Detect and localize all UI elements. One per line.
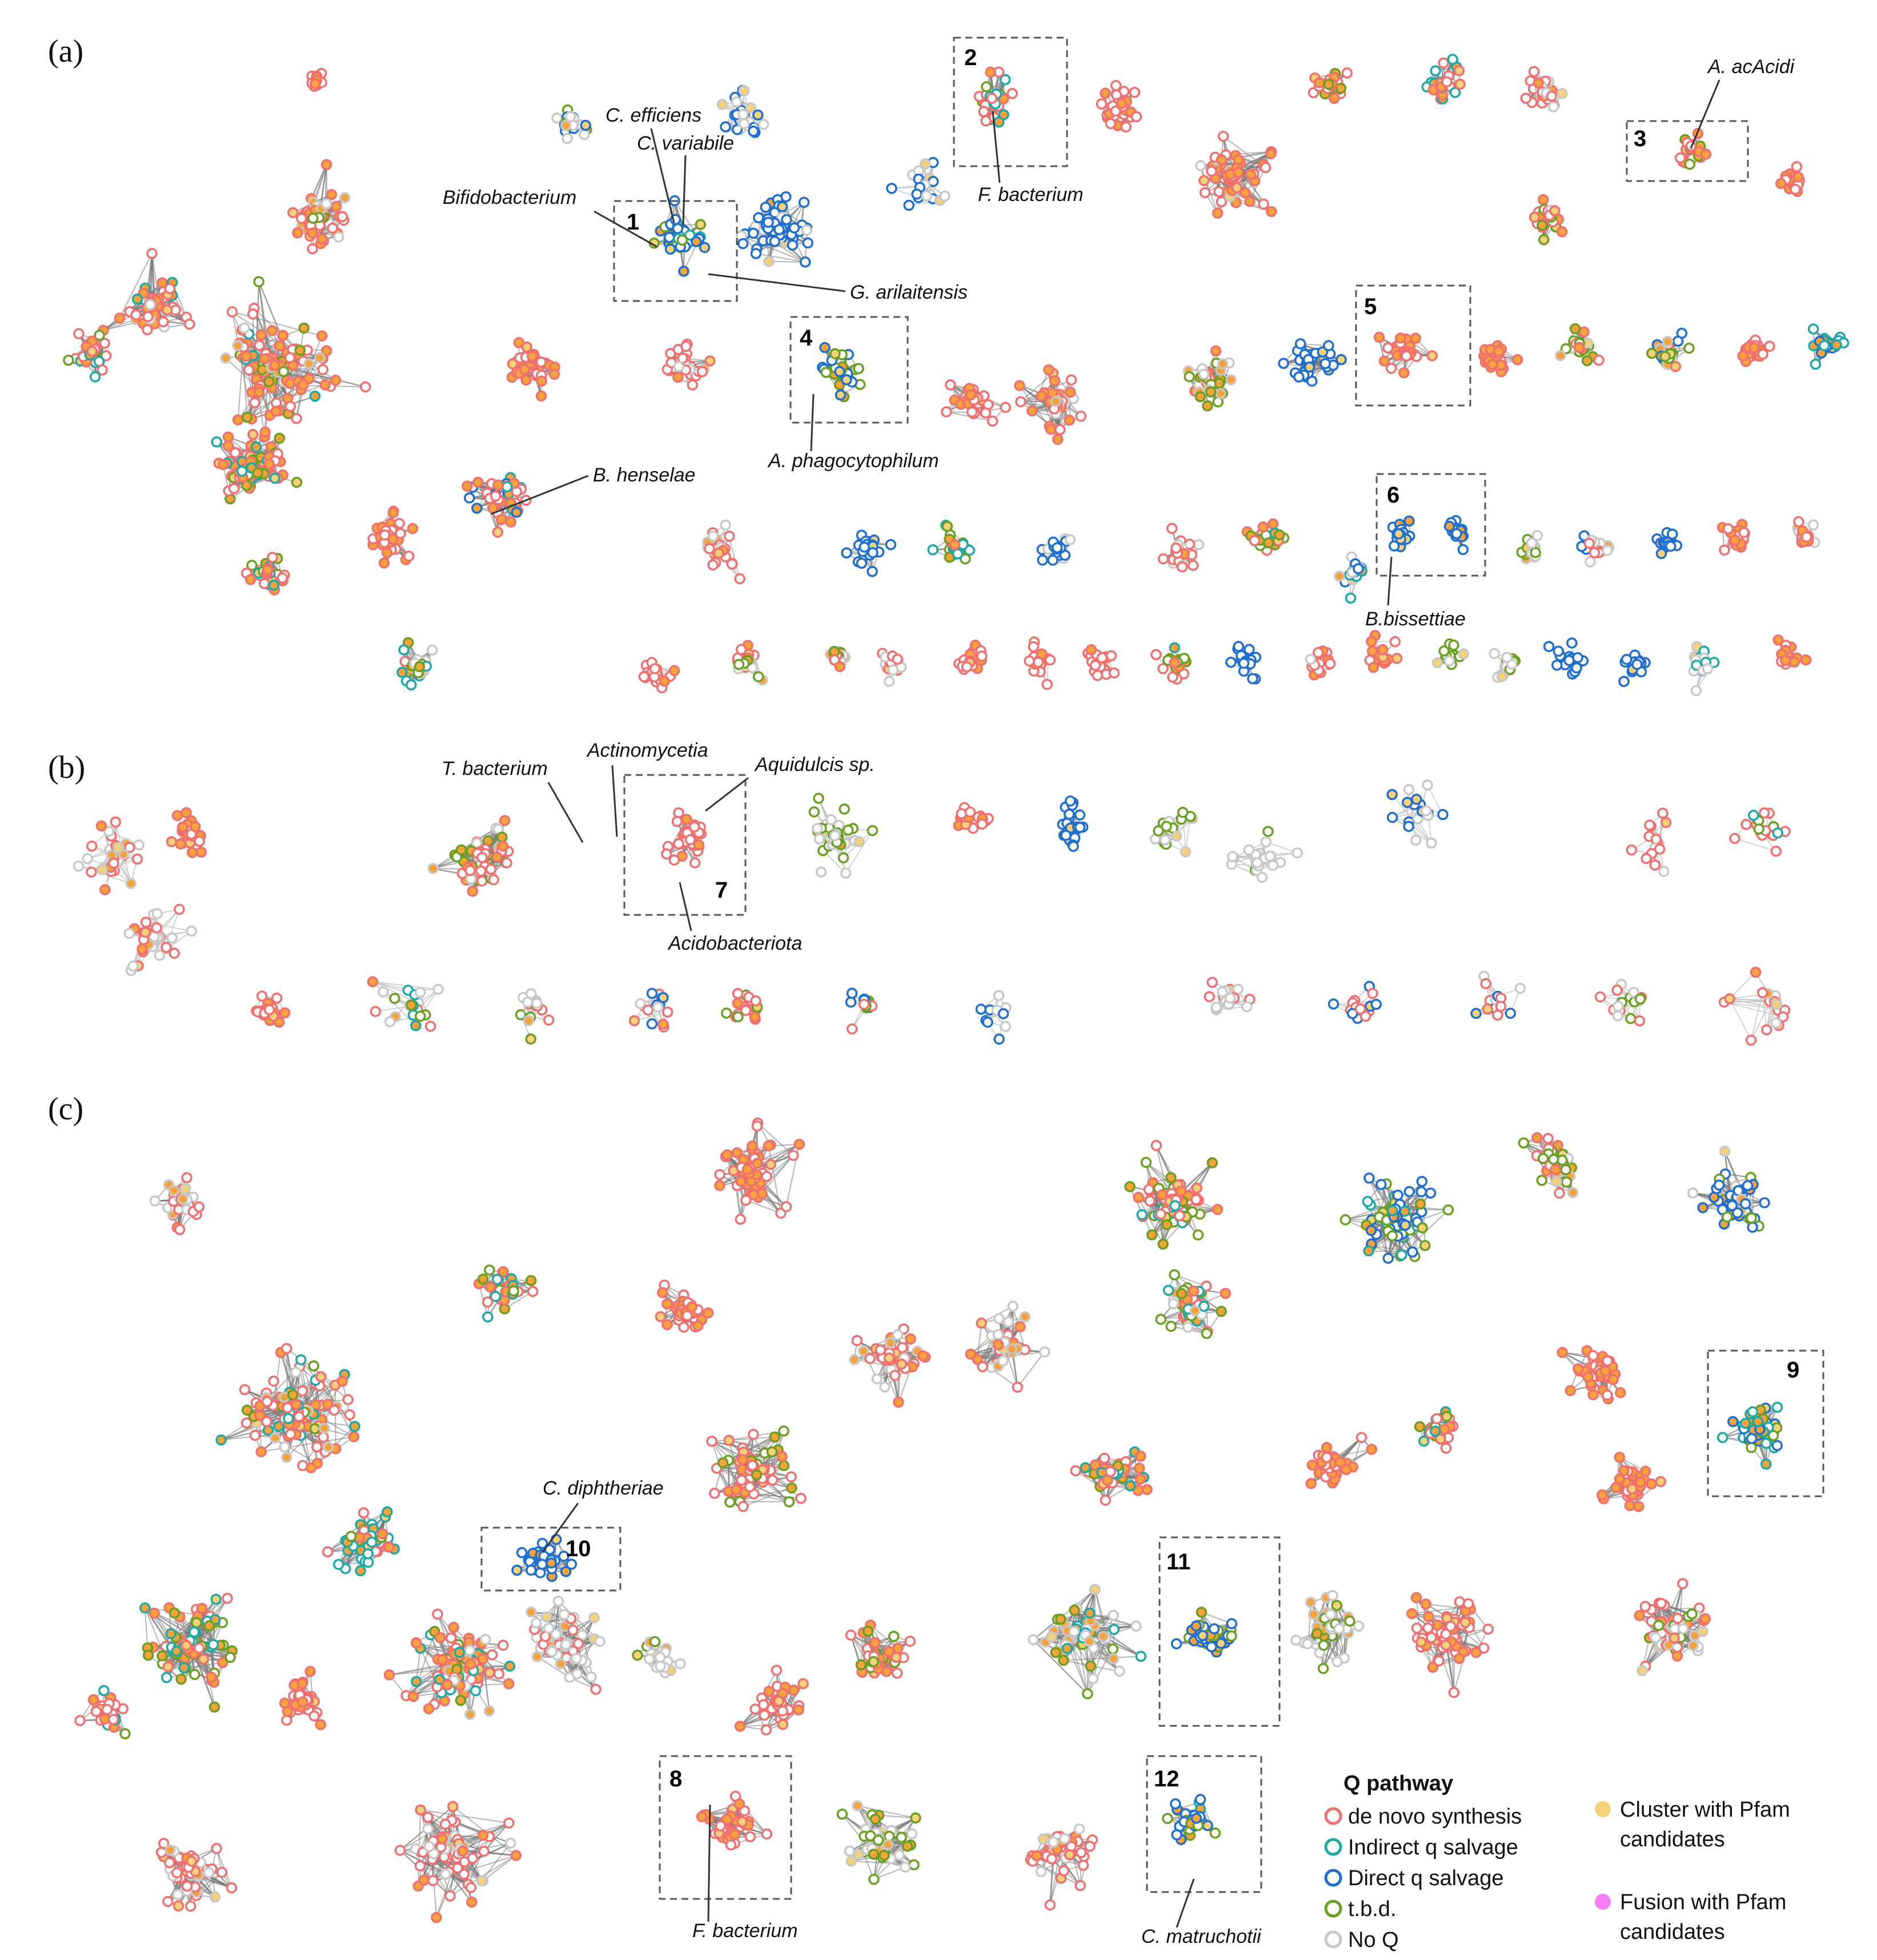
network-edge	[119, 253, 153, 319]
network-edge	[262, 384, 366, 388]
network-edge	[103, 282, 163, 331]
